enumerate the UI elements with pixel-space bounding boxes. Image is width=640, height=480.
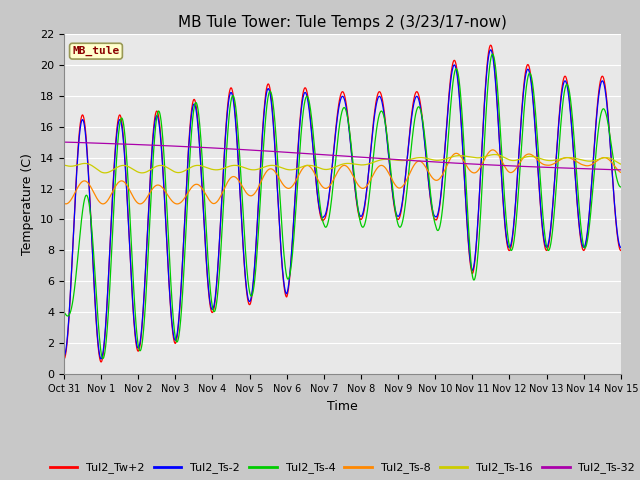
Tul2_Tw+2 [547,231,554,237]
Line: Tul2_Ts-8: Tul2_Ts-8 [64,150,621,204]
Tul2_Ts-4 [617,184,625,190]
Y-axis label: Temperature (C): Temperature (C) [22,153,35,255]
Text: MB_tule: MB_tule [72,46,120,56]
Tul2_Ts-16 [124,163,131,169]
Tul2_Ts-16 [298,164,306,170]
Tul2_Ts-2 [124,206,132,212]
Tul2_Ts-32 [157,143,164,148]
Line: Tul2_Ts-16: Tul2_Ts-16 [64,155,621,173]
Tul2_Ts-2 [157,137,164,143]
Line: Tul2_Ts-4: Tul2_Ts-4 [64,54,621,359]
Tul2_Tw+2 [617,248,625,253]
Tul2_Ts-16 [60,162,68,168]
Tul2_Ts-2 [606,142,614,148]
Tul2_Ts-4 [606,135,614,141]
Tul2_Ts-2 [274,193,282,199]
Tul2_Ts-4 [157,115,164,121]
Tul2_Ts-2 [487,47,495,53]
Tul2_Ts-32 [298,150,305,156]
Tul2_Ts-8 [124,183,131,189]
Tul2_Ts-2 [97,356,105,362]
Line: Tul2_Tw+2: Tul2_Tw+2 [64,45,621,362]
Tul2_Ts-16 [491,152,499,157]
Tul2_Tw+2 [606,140,614,146]
Tul2_Ts-4 [99,356,107,361]
Tul2_Tw+2 [157,133,164,139]
Line: Tul2_Ts-32: Tul2_Ts-32 [64,142,621,170]
Tul2_Ts-4 [489,51,497,57]
Tul2_Ts-32 [546,165,554,170]
Tul2_Ts-8 [173,201,181,207]
Tul2_Ts-8 [606,158,614,164]
Line: Tul2_Ts-2: Tul2_Ts-2 [64,50,621,359]
Tul2_Ts-4 [298,122,306,128]
Tul2_Ts-32 [617,167,625,173]
Tul2_Ts-32 [274,149,282,155]
Tul2_Tw+2 [97,359,105,365]
Tul2_Tw+2 [274,192,282,198]
Tul2_Ts-16 [274,164,282,169]
Tul2_Ts-16 [138,170,146,176]
Legend: Tul2_Tw+2, Tul2_Ts-2, Tul2_Ts-4, Tul2_Ts-8, Tul2_Ts-16, Tul2_Ts-32: Tul2_Tw+2, Tul2_Ts-2, Tul2_Ts-4, Tul2_Ts… [45,458,639,478]
Tul2_Ts-16 [617,161,625,167]
Tul2_Ts-8 [547,162,554,168]
Tul2_Ts-4 [547,243,554,249]
Tul2_Ts-2 [547,228,554,234]
Tul2_Tw+2 [124,205,132,211]
X-axis label: Time: Time [327,400,358,413]
Tul2_Tw+2 [298,98,306,104]
Tul2_Tw+2 [487,42,495,48]
Tul2_Ts-2 [298,102,306,108]
Tul2_Ts-8 [157,183,164,189]
Tul2_Ts-16 [606,156,614,161]
Tul2_Ts-8 [617,169,625,175]
Tul2_Ts-32 [606,167,614,172]
Tul2_Ts-8 [489,147,497,153]
Tul2_Tw+2 [60,356,68,362]
Tul2_Ts-8 [298,167,306,173]
Tul2_Ts-16 [157,163,164,168]
Tul2_Ts-2 [617,244,625,250]
Tul2_Ts-32 [60,139,68,145]
Tul2_Ts-4 [124,171,132,177]
Tul2_Ts-2 [60,353,68,359]
Tul2_Ts-32 [124,141,131,147]
Tul2_Ts-4 [60,309,68,315]
Tul2_Ts-8 [274,173,282,179]
Tul2_Ts-8 [60,201,68,206]
Tul2_Ts-4 [274,158,282,164]
Tul2_Ts-16 [547,158,554,164]
Title: MB Tule Tower: Tule Temps 2 (3/23/17-now): MB Tule Tower: Tule Temps 2 (3/23/17-now… [178,15,507,30]
